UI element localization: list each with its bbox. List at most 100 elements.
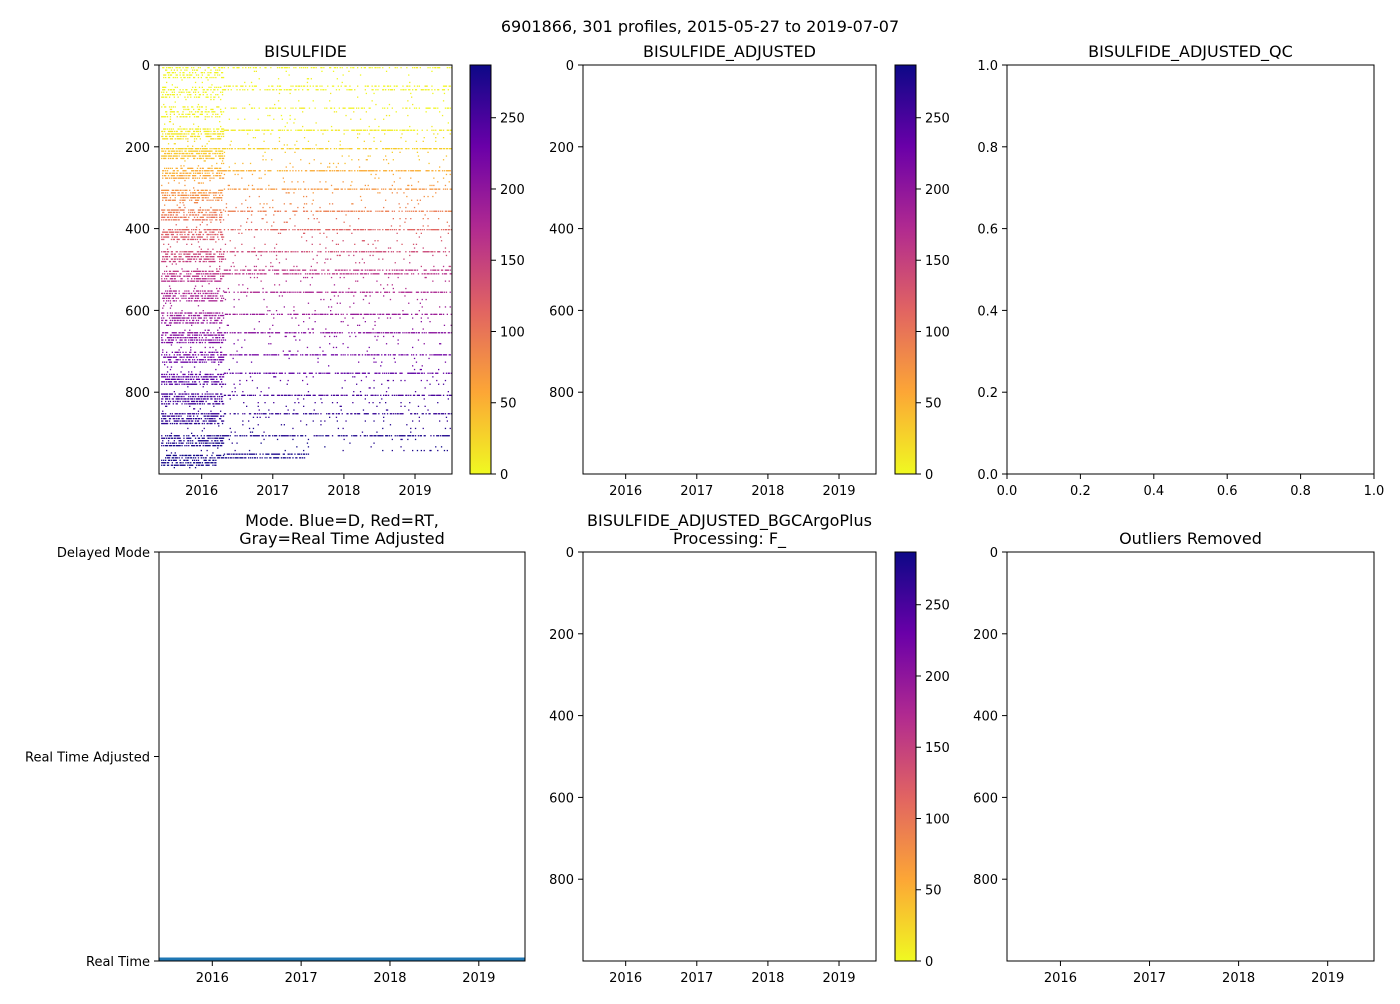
heatmap-sample: [219, 322, 221, 324]
heatmap-sample: [234, 387, 236, 389]
heatmap-sample: [205, 157, 207, 160]
heatmap-sample: [189, 76, 191, 79]
heatmap-sample: [249, 269, 252, 271]
heatmap-sample: [188, 231, 190, 233]
heatmap-sample: [251, 431, 254, 433]
heatmap-sample: [282, 435, 284, 437]
heatmap-sample: [191, 422, 193, 425]
heatmap-sample: [213, 138, 215, 140]
heatmap-sample: [216, 403, 218, 405]
heatmap-sample: [167, 337, 170, 339]
heatmap-sample: [170, 361, 173, 363]
heatmap-sample: [272, 188, 274, 190]
heatmap-sample: [191, 199, 193, 201]
heatmap-sample: [173, 258, 175, 260]
heatmap-sample: [306, 394, 309, 396]
heatmap-sample: [217, 135, 219, 138]
heatmap-sample: [305, 203, 308, 205]
heatmap-sample: [236, 457, 238, 459]
heatmap-sample: [182, 334, 184, 336]
heatmap-sample: [201, 113, 203, 115]
heatmap-sample: [264, 89, 266, 91]
heatmap-sample: [297, 372, 299, 374]
heatmap-sample: [166, 233, 168, 236]
heatmap-sample: [206, 319, 208, 322]
heatmap-sample: [310, 67, 312, 69]
heatmap-sample: [265, 265, 267, 268]
heatmap-sample: [210, 236, 212, 238]
heatmap-sample: [221, 238, 224, 241]
heatmap-sample: [173, 418, 175, 420]
heatmap-sample: [176, 420, 178, 422]
heatmap-sample: [207, 415, 209, 417]
heatmap-sample: [263, 298, 265, 301]
heatmap-sample: [161, 150, 163, 152]
heatmap-sample: [223, 67, 226, 69]
heatmap-sample: [215, 72, 217, 74]
heatmap-sample: [182, 400, 184, 403]
heatmap-sample: [190, 197, 192, 199]
heatmap-sample: [273, 372, 275, 374]
heatmap-sample: [183, 177, 185, 179]
heatmap-sample: [222, 337, 225, 339]
heatmap-sample: [256, 354, 258, 356]
heatmap-sample: [190, 341, 192, 344]
heatmap-sample: [283, 413, 285, 415]
heatmap-sample: [207, 256, 209, 258]
heatmap-sample: [194, 334, 197, 336]
heatmap-sample: [176, 398, 178, 400]
heatmap-sample: [179, 462, 181, 464]
heatmap-sample: [161, 106, 163, 108]
heatmap-sample: [226, 332, 228, 334]
heatmap-sample: [172, 317, 174, 319]
heatmap-sample: [183, 157, 185, 160]
heatmap-sample: [207, 329, 209, 331]
heatmap-sample: [212, 231, 214, 233]
heatmap-sample: [293, 313, 295, 315]
heatmap-sample: [193, 91, 195, 93]
heatmap-sample: [200, 295, 202, 297]
heatmap-sample: [184, 329, 186, 331]
heatmap-sample: [277, 354, 280, 356]
heatmap-sample: [275, 229, 278, 231]
heatmap-sample: [184, 184, 186, 187]
heatmap-sample: [189, 356, 191, 358]
heatmap-sample: [262, 453, 264, 455]
heatmap-sample: [276, 210, 279, 212]
heatmap-sample: [168, 395, 171, 398]
heatmap-sample: [183, 108, 185, 111]
heatmap-sample: [173, 356, 175, 358]
heatmap-sample: [181, 157, 183, 160]
heatmap-sample: [221, 437, 223, 439]
heatmap-sample: [180, 216, 182, 218]
heatmap-sample: [189, 332, 191, 334]
heatmap-sample: [208, 133, 210, 135]
heatmap-sample: [185, 361, 187, 363]
heatmap-sample: [164, 297, 166, 299]
heatmap-sample: [180, 415, 182, 417]
heatmap-sample: [244, 291, 246, 293]
heatmap-sample: [174, 231, 176, 233]
heatmap-sample: [184, 150, 186, 152]
heatmap-sample: [204, 359, 206, 361]
heatmap-sample: [252, 427, 255, 430]
heatmap-sample: [167, 189, 170, 191]
heatmap-sample: [275, 332, 277, 334]
heatmap-sample: [241, 346, 243, 349]
heatmap-sample: [209, 231, 211, 233]
heatmap-sample: [271, 313, 273, 315]
heatmap-sample: [253, 372, 256, 374]
heatmap-sample: [170, 464, 173, 466]
heatmap-sample: [201, 332, 203, 334]
heatmap-sample: [212, 209, 214, 211]
heatmap-sample: [169, 295, 172, 297]
heatmap-sample: [205, 108, 207, 111]
heatmap-sample: [204, 341, 206, 344]
figure-suptitle: 6901866, 301 profiles, 2015-05-27 to 201…: [501, 17, 899, 36]
heatmap-sample: [165, 231, 167, 233]
heatmap-sample: [216, 175, 218, 177]
heatmap-sample: [209, 334, 211, 336]
heatmap-sample: [193, 155, 195, 157]
heatmap-sample: [164, 462, 166, 464]
heatmap-sample: [275, 354, 277, 356]
